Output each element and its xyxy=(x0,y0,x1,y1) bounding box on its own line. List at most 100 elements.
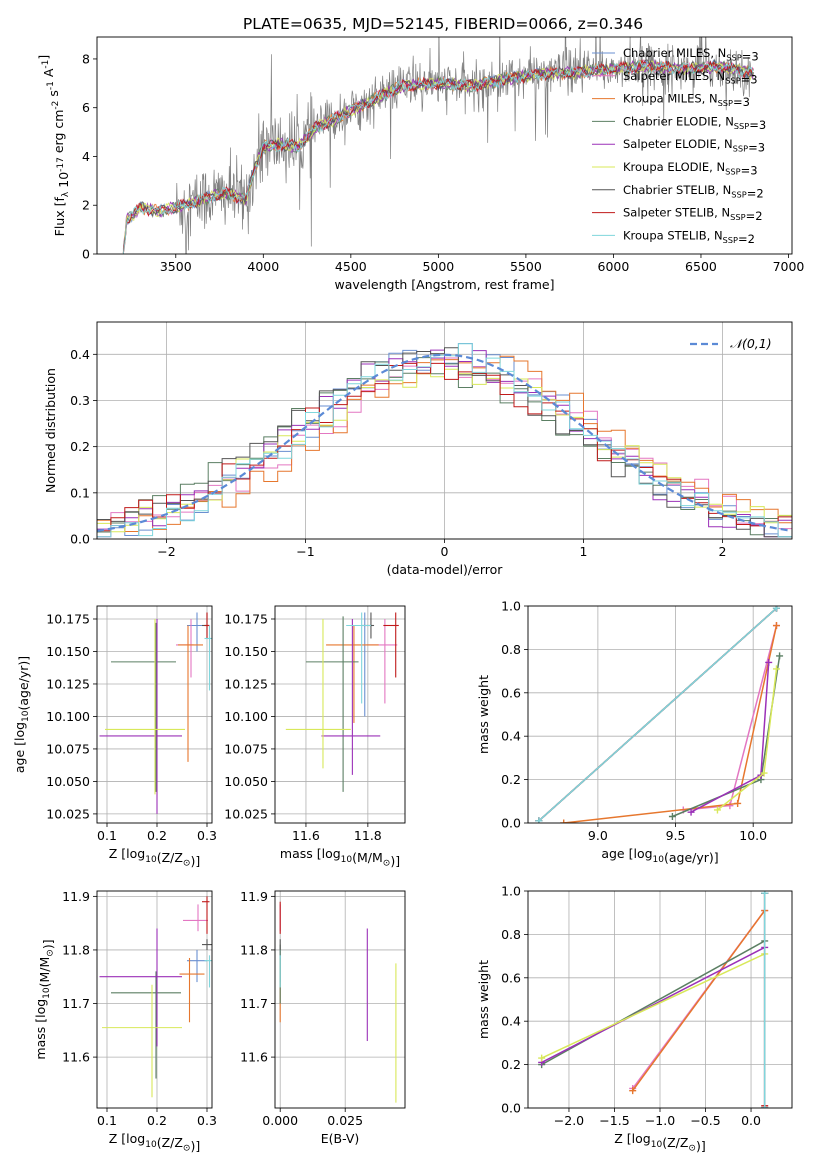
x-tick-label: −1 xyxy=(296,544,314,559)
label-part: age [ xyxy=(12,741,27,773)
y-tick-label: 11.9 xyxy=(62,889,90,904)
label-part: 10 xyxy=(56,172,71,188)
label-part: log xyxy=(12,722,27,741)
label-part: N xyxy=(716,69,725,83)
mass-weight-marker xyxy=(535,817,543,823)
x-tick-label: 1 xyxy=(580,544,588,559)
x-tick-label: 0.2 xyxy=(147,828,167,843)
plot-mass_vs_Z: 0.1 0.2 0.311.611.711.811.9Z [log10(Z/Z⊙)]… xyxy=(33,889,217,1154)
y-tick-label: 0.2 xyxy=(70,439,90,454)
mass-weight-line xyxy=(632,910,766,1092)
mass-weight-line xyxy=(541,953,766,1059)
x-tick-label: 0.1 xyxy=(97,828,117,843)
mass-weight-line xyxy=(541,940,766,1066)
plot-mass_vs_ebv: 0.000 0.025 11.6 11.7 11.8 11.9 E(B-V) xyxy=(240,889,406,1146)
label-part: Z xyxy=(174,850,183,865)
label-part: cm xyxy=(51,110,66,129)
gaussian-legend-label: 𝒩(0,1) xyxy=(730,336,772,351)
mass-weight-line xyxy=(538,607,778,822)
label-part: =2 xyxy=(747,186,764,200)
label-part: Kroupa ELODIE, xyxy=(623,160,716,174)
y-tick-label: 0.6 xyxy=(501,685,521,700)
plot-area xyxy=(122,37,754,254)
x-tick-label: 9.0 xyxy=(588,828,608,843)
y-tick-label: 0.2 xyxy=(501,772,521,787)
axes-frame xyxy=(96,605,213,824)
label-part: λ xyxy=(61,191,71,197)
axes-frame xyxy=(274,890,406,1109)
x-tick-label: 7000 xyxy=(773,259,805,274)
label-part: Flux [ xyxy=(52,201,67,236)
mass-weight-marker xyxy=(772,665,780,673)
label-part: )] xyxy=(696,1139,706,1154)
label-part: log xyxy=(632,1131,651,1146)
y-tick-label: 8 xyxy=(82,51,90,66)
legend-label: Salpeter STELIB, NSSP=2 xyxy=(623,206,763,223)
y-tick-label: 10.075 xyxy=(224,741,268,756)
mass-weight-marker xyxy=(538,1054,546,1062)
label-part: SSP xyxy=(725,166,740,176)
x-tick-label: 0.0 xyxy=(741,1113,761,1128)
label-part: )] xyxy=(41,939,56,949)
y-tick-label: 0.2 xyxy=(501,1057,521,1072)
y-tick-label: 0.6 xyxy=(501,970,521,985)
mass-weight-marker xyxy=(772,606,780,612)
label-part: mass [ xyxy=(280,846,322,861)
y-tick-label: 4 xyxy=(82,149,90,164)
axes-frame xyxy=(96,890,213,1109)
label-part: N xyxy=(714,228,723,242)
y-tick-label: 0.0 xyxy=(501,1101,521,1116)
mass-weight-marker xyxy=(734,799,742,807)
label-part: Chabrier STELIB, xyxy=(623,183,723,197)
label-part: age [ xyxy=(601,846,633,861)
label-part: Salpeter STELIB, xyxy=(623,206,721,220)
y-tick-label: 10.100 xyxy=(224,709,268,724)
y-tick-label: 2 xyxy=(82,198,90,213)
label-part: ⊙ xyxy=(383,859,391,869)
mass-weight-marker xyxy=(726,802,734,810)
label-part: =2 xyxy=(746,209,763,223)
label-part: 10 xyxy=(341,855,353,865)
axes-frame xyxy=(274,605,406,824)
x-axis-label: wavelength [Angstrom, rest frame] xyxy=(334,277,554,292)
legend-label: Kroupa ELODIE, NSSP=3 xyxy=(623,160,758,177)
label-part: Z [ xyxy=(614,1131,631,1146)
y-tick-label: 0.4 xyxy=(70,347,90,362)
x-tick-label: −2.0 xyxy=(554,1113,584,1128)
y-tick-label: 0.4 xyxy=(501,729,521,744)
label-part: 10 xyxy=(653,855,665,865)
label-part: Kroupa STELIB, xyxy=(623,228,714,242)
label-part: log xyxy=(322,846,341,861)
label-part: ⊙ xyxy=(183,859,191,869)
y-tick-label: 10.175 xyxy=(46,611,90,626)
plot-age_vs_mass: 11.6 11.8 10.025 10.050 10.075 10.100 10.125 10… xyxy=(224,605,406,869)
plot-area xyxy=(99,612,212,814)
x-tick-label: 0 xyxy=(441,544,449,559)
x-tick-label: 0.000 xyxy=(262,1113,298,1128)
label-part: =3 xyxy=(742,49,759,63)
label-part: )] xyxy=(190,854,200,869)
mass-weight-line xyxy=(683,625,778,811)
label-part: N xyxy=(718,46,727,60)
mass-weight-marker xyxy=(760,769,768,777)
label-part: (Z/ xyxy=(662,1135,680,1150)
plot-area xyxy=(535,606,784,823)
label-part: log xyxy=(126,1131,145,1146)
label-part: Z [ xyxy=(109,1131,126,1146)
y-tick-label: 10.125 xyxy=(224,676,268,691)
label-part: mass weight xyxy=(476,675,491,754)
mass-weight-marker xyxy=(772,622,780,630)
plot-age_vs_Z: 0.1 0.2 0.3 10.025 10.050 10.075 10.100 10.125 1… xyxy=(12,605,217,869)
y-tick-label: 11.9 xyxy=(240,889,268,904)
x-tick-label: 3500 xyxy=(160,259,192,274)
y-tick-label: 10.150 xyxy=(224,644,268,659)
y-tick-label: 10.050 xyxy=(46,774,90,789)
mass-weight-marker xyxy=(761,891,769,897)
y-tick-label: 0.3 xyxy=(70,393,90,408)
label-part: SSP xyxy=(723,235,738,245)
mass-weight-line xyxy=(690,662,770,813)
plot-area xyxy=(285,612,399,792)
y-tick-label: 10.025 xyxy=(224,806,268,821)
x-axis-label: (data-model)/error xyxy=(387,562,504,577)
